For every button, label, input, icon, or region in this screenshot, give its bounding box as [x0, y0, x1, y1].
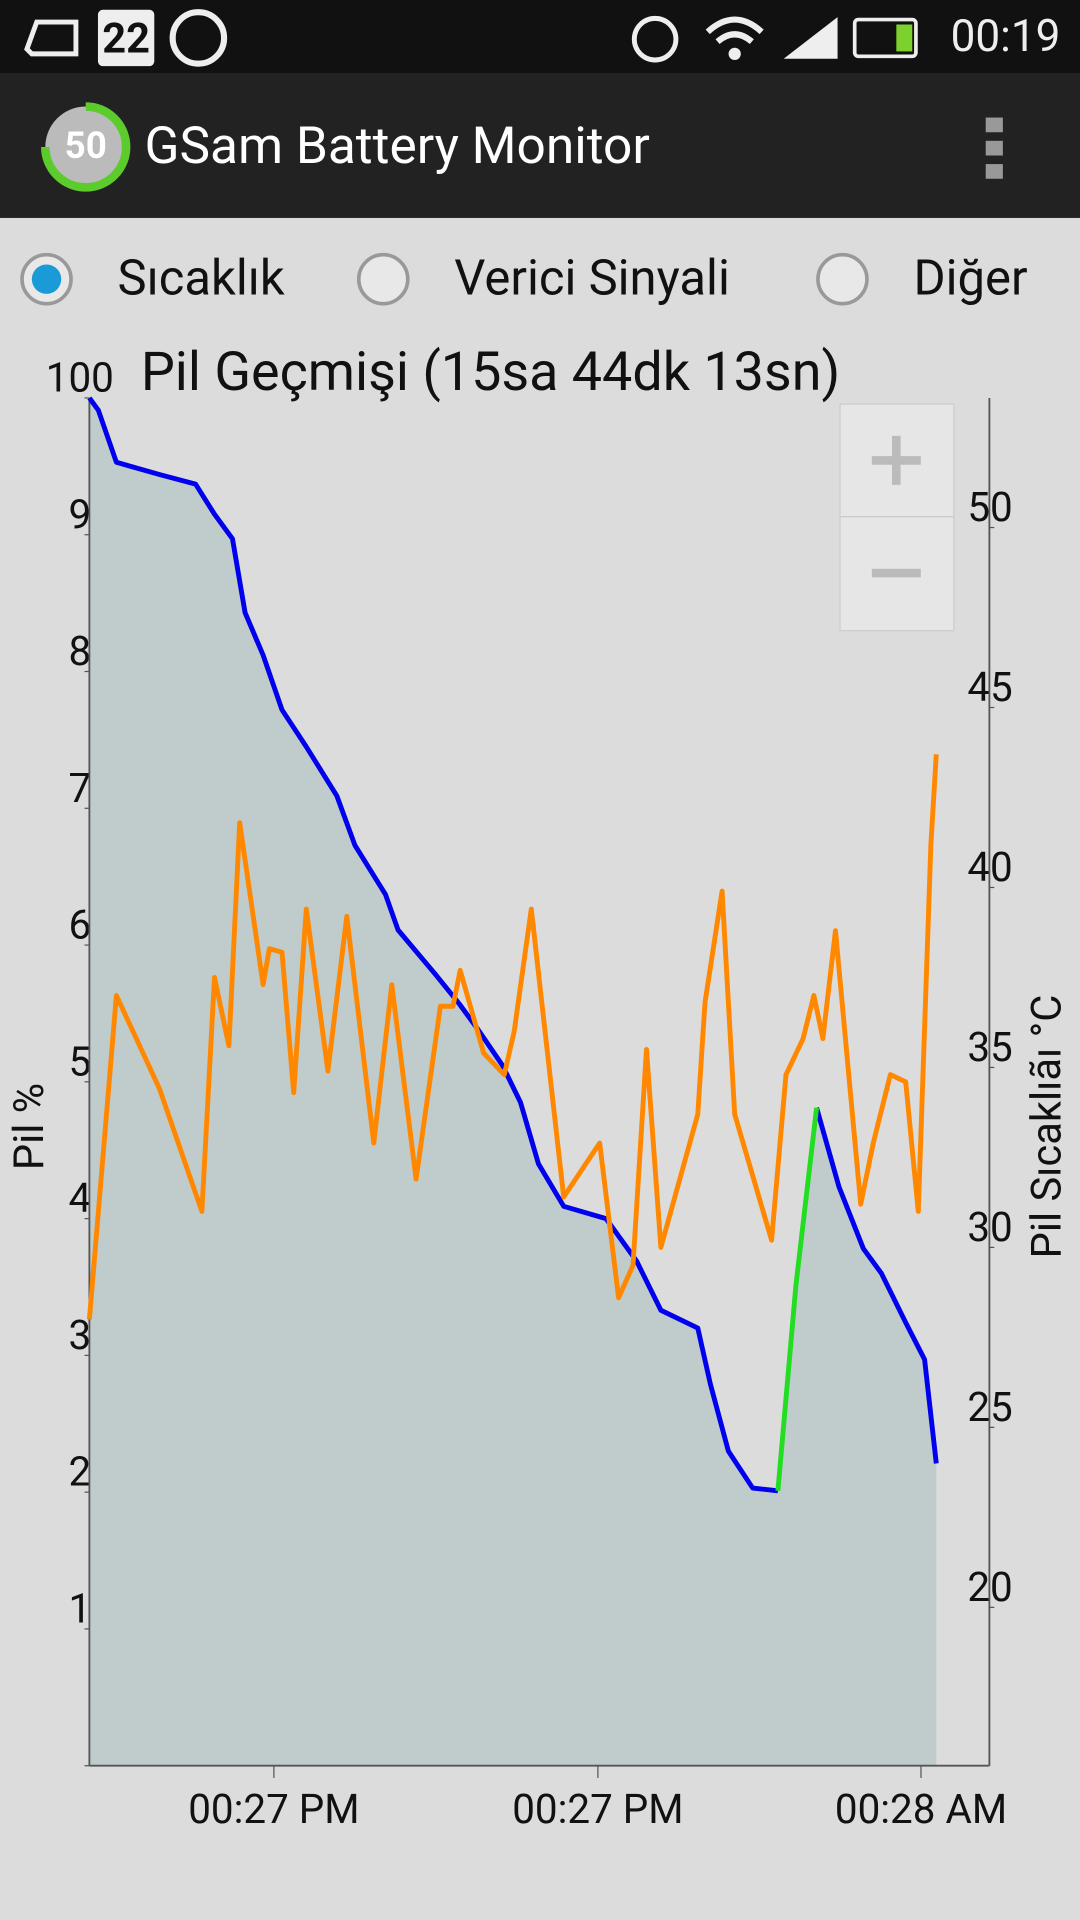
x-tick-label: 00:27 PM: [188, 1786, 359, 1833]
calendar-icon: [97, 9, 155, 67]
menu-dot: [985, 164, 1003, 179]
y-tick-label: 100: [46, 354, 114, 401]
calendar-day: 22: [102, 15, 150, 64]
x-tick-label: 00:27 PM: [512, 1786, 683, 1833]
radio-label: Verici Sinyali: [454, 250, 730, 307]
wifi-icon: [705, 16, 764, 45]
chart-title: Pil Geçmişi (15sa 44dk 13sn): [141, 341, 840, 404]
plus-icon: [871, 435, 921, 485]
x-tick-label: 00:28 AM: [835, 1786, 1007, 1833]
badge-ring: [41, 102, 131, 192]
radio-selected-dot: [31, 264, 62, 294]
radio-button[interactable]: [356, 252, 410, 306]
app-icon: [169, 9, 228, 67]
app-bar: [0, 73, 1080, 218]
radio-label: Sıcaklık: [118, 250, 285, 307]
status-bar: [0, 0, 1080, 74]
battery-icon: [852, 17, 918, 59]
app-title: GSam Battery Monitor: [144, 115, 649, 176]
signal-icon: [783, 17, 838, 59]
clock: 00:19: [951, 10, 1061, 62]
series-line: [86, 754, 939, 1320]
wifi-dot: [728, 47, 741, 60]
zoom-controls: [839, 403, 955, 632]
battery-level: [896, 24, 913, 52]
series-line: [775, 1107, 820, 1492]
radio-button[interactable]: [816, 252, 869, 306]
y2-axis-title: Pil Sıcaklıãı °C: [1022, 995, 1071, 1259]
alarm-icon: [631, 15, 679, 63]
series-line: [87, 396, 939, 1494]
badge-text: 50: [65, 124, 107, 167]
y-axis-title: Pil %: [5, 1083, 54, 1170]
radio-label: Diğer: [913, 250, 1027, 307]
app-badge: [45, 106, 127, 188]
menu-dot: [985, 117, 1003, 133]
menu-dot: [985, 140, 1003, 156]
overflow-menu[interactable]: [985, 117, 1003, 179]
notification-icon: [24, 19, 79, 57]
